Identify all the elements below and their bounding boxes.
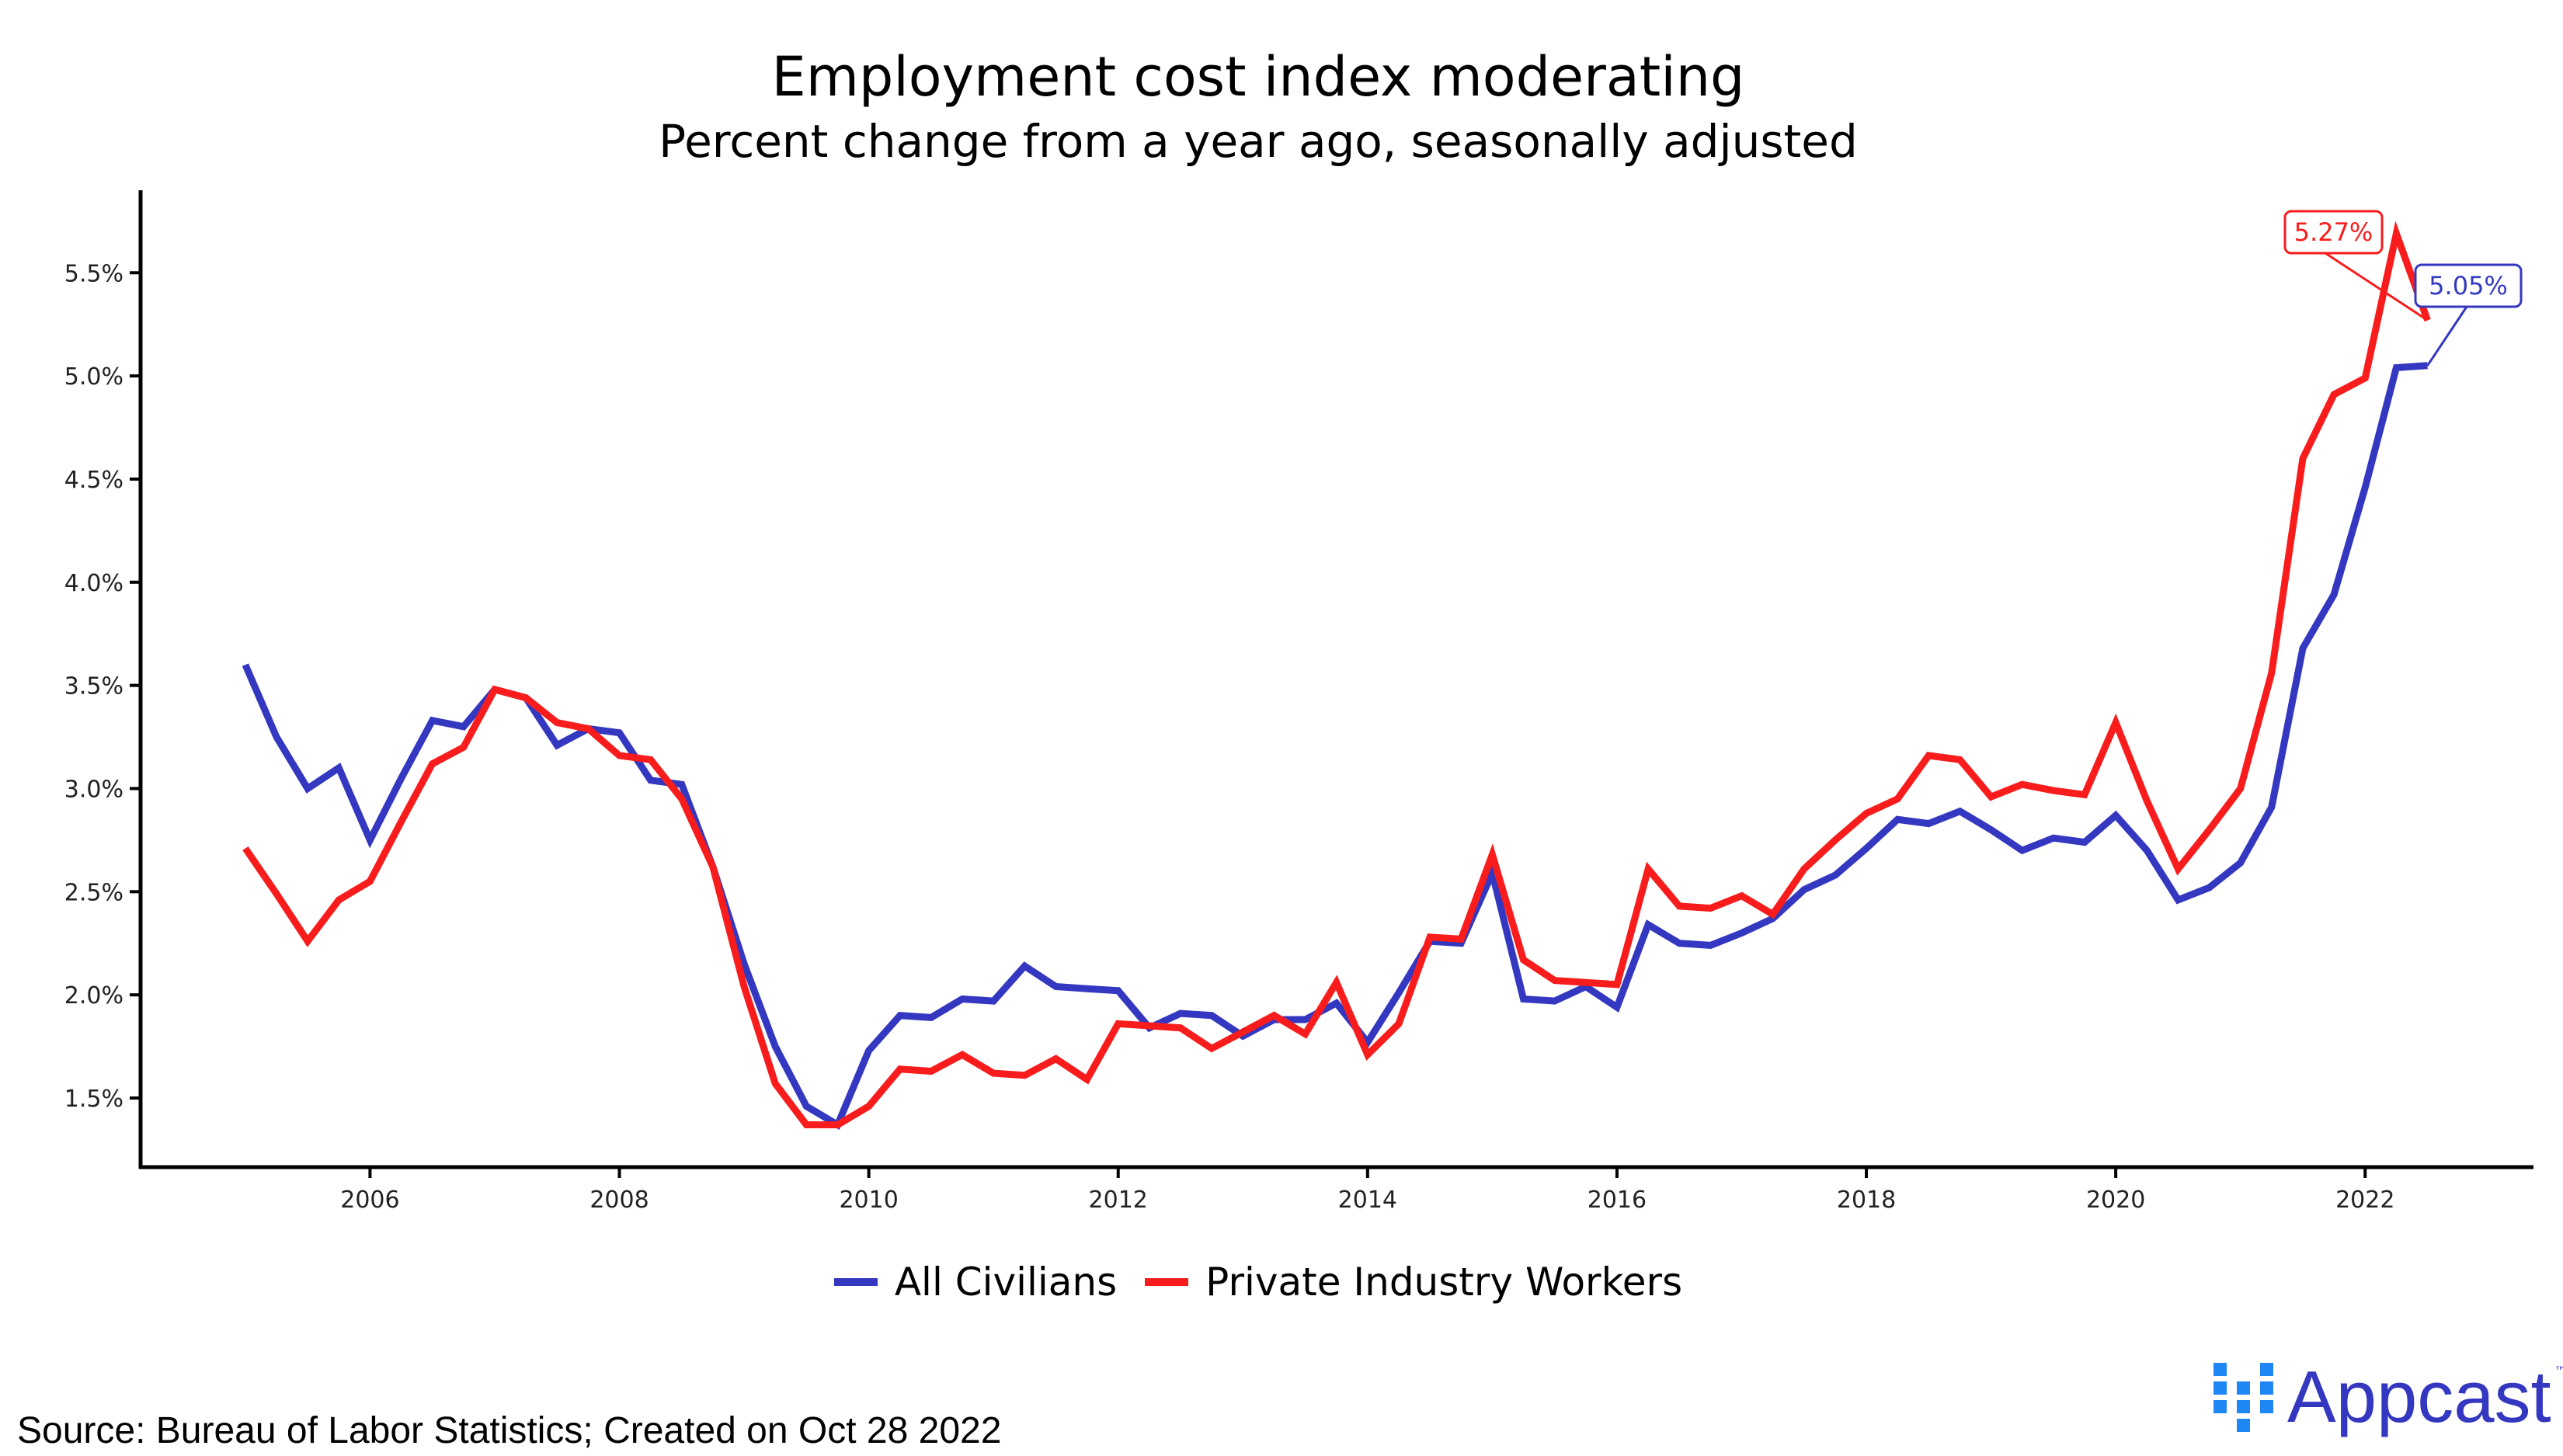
end-label-leader (2426, 306, 2468, 367)
y-tick-label: 2.0% (64, 982, 123, 1009)
chart-subtitle: Percent change from a year ago, seasonal… (659, 115, 1858, 168)
y-tick-label: 1.5% (64, 1086, 123, 1113)
source-note: Source: Bureau of Labor Statistics; Crea… (17, 1410, 1002, 1451)
legend-swatch (833, 1278, 878, 1286)
y-tick-label: 5.0% (64, 363, 123, 391)
legend-label: All Civilians (894, 1260, 1118, 1305)
end-label-box (2283, 210, 2384, 255)
series-line-all-civilians (242, 362, 2428, 1131)
appcast-logo: Appcast ™ (2214, 1360, 2563, 1433)
end-label-text: 5.05% (2429, 271, 2508, 301)
legend-label: Private Industry Workers (1205, 1260, 1683, 1305)
logo-mark-icon (2214, 1362, 2273, 1432)
series-line-private-industry (242, 221, 2431, 1128)
end-label-box (2414, 263, 2523, 308)
end-label-text: 5.27% (2294, 217, 2373, 247)
y-tick-label: 2.5% (64, 879, 123, 906)
y-tick-label: 5.5% (64, 260, 123, 287)
legend: All Civilians Private Industry Workers (0, 1260, 2516, 1305)
y-tick-label: 3.5% (64, 673, 123, 700)
chart-title: Employment cost index moderating (771, 45, 1745, 109)
x-tick-label: 2014 (1338, 1187, 1397, 1214)
x-tick-label: 2018 (1837, 1187, 1896, 1214)
x-tick-label: 2006 (340, 1187, 399, 1214)
x-tick-label: 2016 (1588, 1187, 1647, 1214)
x-tick-label: 2012 (1089, 1187, 1148, 1214)
y-tick-label: 4.5% (64, 467, 123, 494)
legend-item-all-civilians: All Civilians (833, 1260, 1118, 1305)
x-tick-label: 2022 (2335, 1187, 2394, 1214)
x-tick-label: 2008 (589, 1187, 649, 1214)
end-label-leader (2325, 252, 2429, 321)
y-tick-label: 4.0% (64, 570, 123, 597)
legend-swatch (1145, 1278, 1189, 1286)
x-tick-label: 2010 (839, 1187, 898, 1214)
x-tick-label: 2020 (2086, 1187, 2145, 1214)
y-tick-label: 3.0% (64, 776, 123, 803)
logo-trademark: ™ (2554, 1364, 2563, 1378)
legend-item-private-industry: Private Industry Workers (1145, 1260, 1682, 1305)
logo-text: Appcast (2287, 1356, 2551, 1437)
